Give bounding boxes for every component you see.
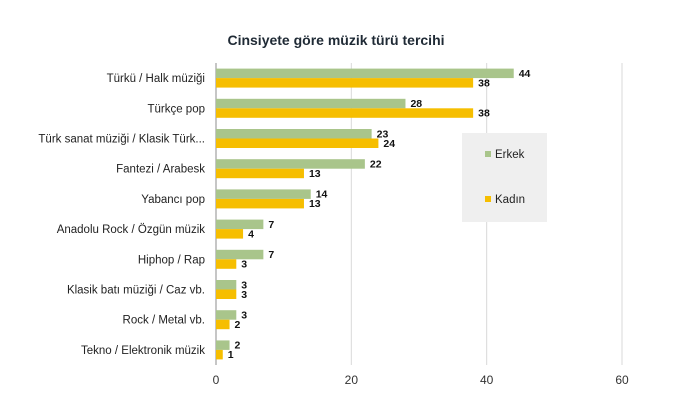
category-label: Anadolu Rock / Özgün müzik <box>57 224 206 236</box>
data-label: 7 <box>268 219 274 231</box>
data-label: 38 <box>478 108 490 120</box>
data-label: 23 <box>377 128 389 140</box>
bar-erkek <box>216 219 264 230</box>
data-label: 3 <box>241 309 247 321</box>
bar-kadin <box>216 259 237 269</box>
data-label: 3 <box>241 259 247 271</box>
bar-erkek <box>216 310 237 320</box>
bar-kadin <box>216 198 304 209</box>
legend: Erkek Kadın <box>462 133 547 222</box>
category-label: Türk sanat müziği / Klasik Türk... <box>38 134 205 146</box>
category-label: Tekno / Elektronik müzik <box>81 345 205 357</box>
data-label: 3 <box>241 279 247 291</box>
x-tick-label: 20 <box>345 373 359 387</box>
bar-kadin <box>216 319 230 330</box>
data-label: 28 <box>410 98 422 110</box>
data-label: 13 <box>309 168 321 180</box>
bar-erkek <box>216 340 230 350</box>
x-tick-label: 0 <box>213 373 220 387</box>
category-label: Klasik batı müziği / Caz vb. <box>67 285 205 297</box>
data-label: 4 <box>248 228 254 240</box>
bar-kadin <box>216 289 237 299</box>
bar-erkek <box>216 189 311 199</box>
x-tick-label: 60 <box>615 373 629 387</box>
bar-kadin <box>216 229 244 239</box>
data-label: 3 <box>241 289 247 301</box>
category-label: Hiphop / Rap <box>138 254 205 266</box>
bar-erkek <box>216 129 372 139</box>
data-label: 14 <box>316 189 328 201</box>
legend-label: Erkek <box>495 149 525 161</box>
legend-swatch <box>485 151 491 157</box>
bar-kadin <box>216 168 304 179</box>
bar-erkek <box>216 159 365 169</box>
data-label: 1 <box>228 349 234 361</box>
bar-kadin <box>216 138 379 148</box>
x-tick-label: 40 <box>480 373 494 387</box>
data-label: 24 <box>383 138 395 150</box>
bar-erkek <box>216 98 406 109</box>
legend-background <box>462 133 547 222</box>
data-label: 22 <box>370 158 382 170</box>
data-label: 44 <box>519 68 531 80</box>
category-label: Türkçe pop <box>147 103 205 115</box>
bar-erkek <box>216 249 264 260</box>
category-label: Yabancı pop <box>141 194 205 206</box>
data-label: 13 <box>309 198 321 210</box>
data-label: 7 <box>268 249 274 261</box>
x-axis-ticks: 0 20 40 60 <box>213 373 629 387</box>
legend-label: Kadın <box>495 194 525 206</box>
bars <box>216 68 514 360</box>
bar-kadin <box>216 349 223 360</box>
bar-kadin <box>216 108 474 118</box>
category-label: Türkü / Halk müziği <box>107 73 205 85</box>
category-label: Rock / Metal vb. <box>123 315 205 327</box>
category-labels: Türkü / Halk müziği Türkçe pop Türk sanat … <box>38 73 205 357</box>
legend-swatch <box>485 196 491 202</box>
chart-title: Cinsiyete göre müzik türü tercihi <box>227 32 444 48</box>
data-label: 38 <box>478 77 490 89</box>
bar-erkek <box>216 280 237 290</box>
bar-erkek <box>216 68 514 79</box>
bar-kadin <box>216 78 474 88</box>
category-label: Fantezi / Arabesk <box>116 164 205 176</box>
data-label: 2 <box>235 340 241 352</box>
data-label: 2 <box>235 319 241 331</box>
